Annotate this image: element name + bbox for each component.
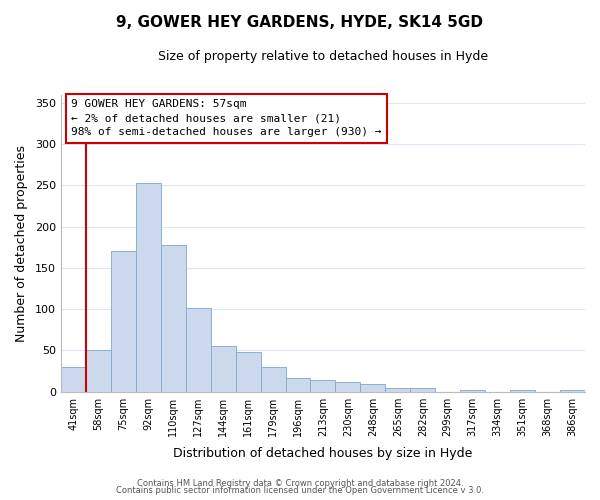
- Title: Size of property relative to detached houses in Hyde: Size of property relative to detached ho…: [158, 50, 488, 63]
- Text: Contains HM Land Registry data © Crown copyright and database right 2024.: Contains HM Land Registry data © Crown c…: [137, 478, 463, 488]
- Bar: [186, 308, 211, 392]
- Bar: [361, 384, 385, 392]
- Bar: [260, 367, 286, 392]
- Bar: [310, 380, 335, 392]
- X-axis label: Distribution of detached houses by size in Hyde: Distribution of detached houses by size …: [173, 447, 473, 460]
- Bar: [136, 183, 161, 392]
- Bar: [211, 346, 236, 392]
- Y-axis label: Number of detached properties: Number of detached properties: [15, 144, 28, 342]
- Text: Contains public sector information licensed under the Open Government Licence v : Contains public sector information licen…: [116, 486, 484, 495]
- Bar: [560, 390, 585, 392]
- Bar: [111, 252, 136, 392]
- Bar: [510, 390, 535, 392]
- Text: 9, GOWER HEY GARDENS, HYDE, SK14 5GD: 9, GOWER HEY GARDENS, HYDE, SK14 5GD: [116, 15, 484, 30]
- Bar: [161, 245, 186, 392]
- Bar: [335, 382, 361, 392]
- Bar: [86, 350, 111, 392]
- Text: 9 GOWER HEY GARDENS: 57sqm
← 2% of detached houses are smaller (21)
98% of semi-: 9 GOWER HEY GARDENS: 57sqm ← 2% of detac…: [71, 99, 382, 137]
- Bar: [286, 378, 310, 392]
- Bar: [460, 390, 485, 392]
- Bar: [385, 388, 410, 392]
- Bar: [410, 388, 435, 392]
- Bar: [236, 352, 260, 392]
- Bar: [61, 367, 86, 392]
